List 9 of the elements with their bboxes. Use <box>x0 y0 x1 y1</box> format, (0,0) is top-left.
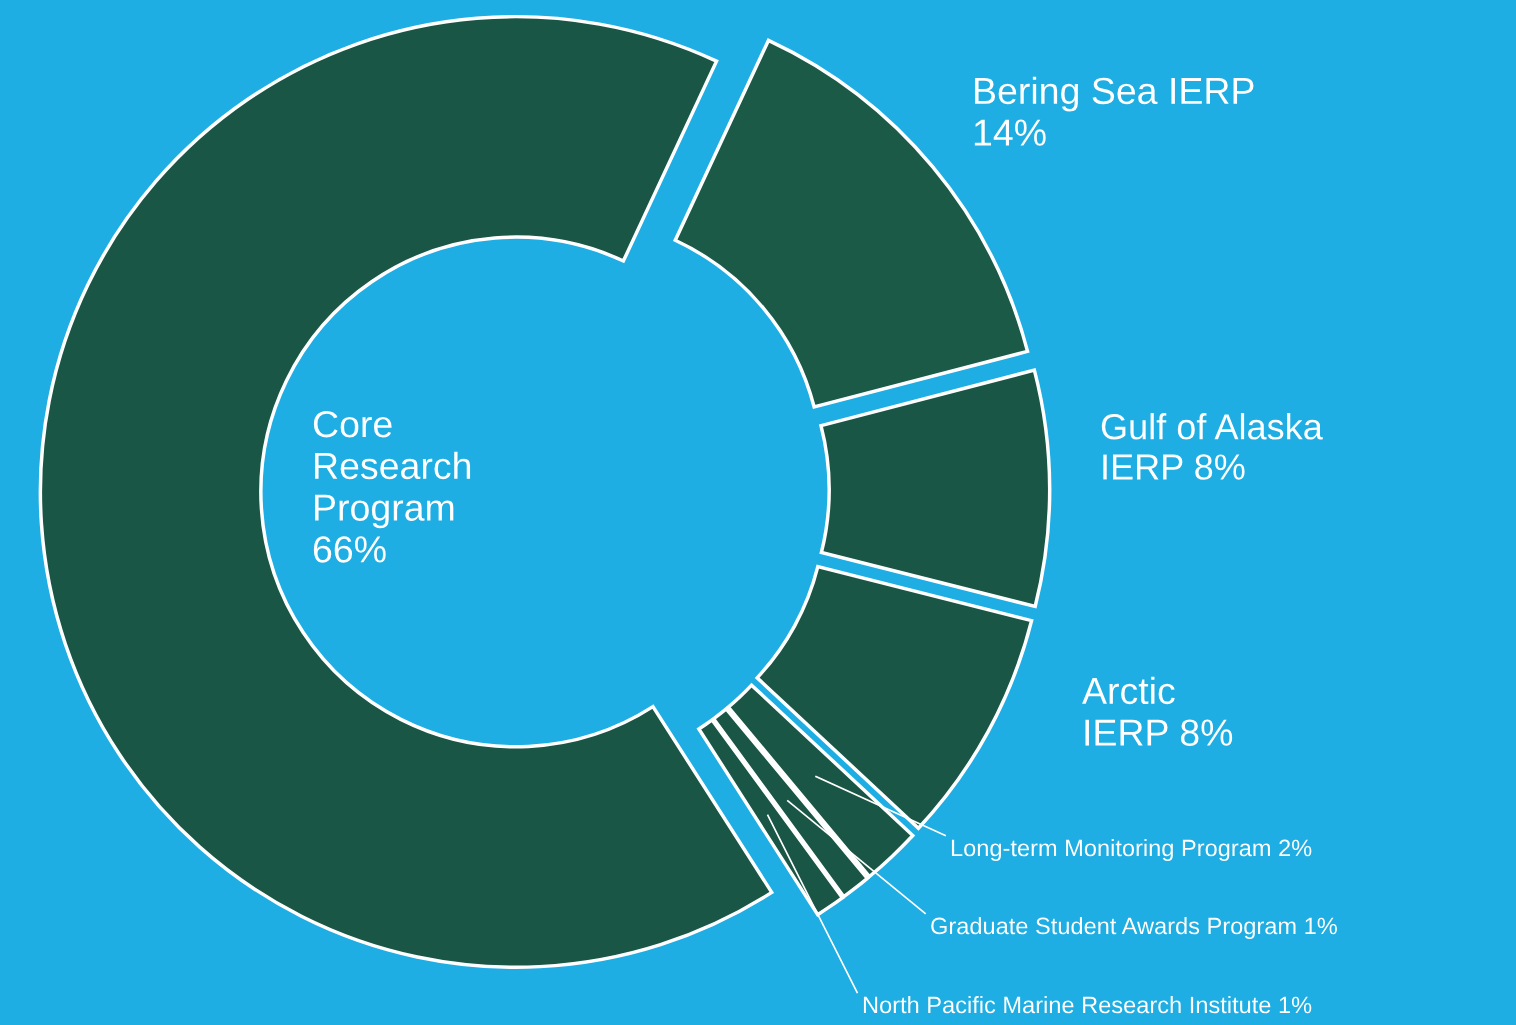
slice-label: Arctic IERP 8% <box>1082 676 1233 746</box>
slice-label: North Pacific Marine Research Institute 1% <box>863 995 1312 1014</box>
data-label: 14% <box>974 119 1046 146</box>
slice-label: Gulf of Alaska IERP 8% <box>1101 413 1323 480</box>
slice-label: Bering Sea IERP <box>975 76 1254 112</box>
slice-label: Long-term Monitoring Program 2% <box>951 838 1312 862</box>
slice-label: Graduate Student Awards Program 1% <box>931 916 1337 940</box>
data-label: 66% <box>313 536 386 563</box>
slice-label: Core Research Program <box>313 410 471 529</box>
